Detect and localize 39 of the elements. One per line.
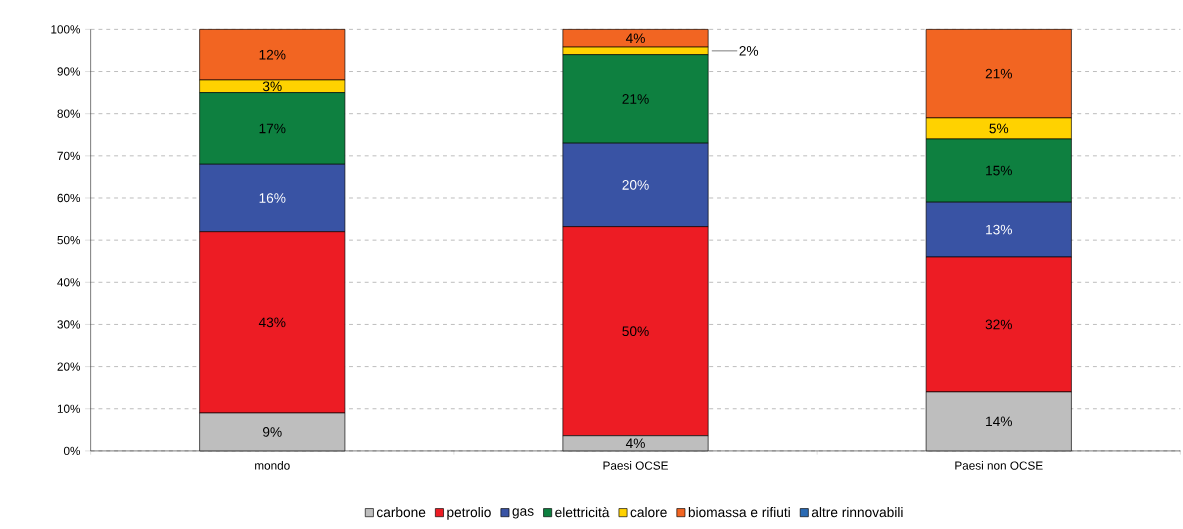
legend-label: biomassa e rifiuti — [688, 506, 790, 518]
x-tick-label: Paesi OCSE — [603, 460, 668, 470]
y-tick-label: 0% — [63, 446, 81, 455]
legend-label: altre rinnovabili — [811, 506, 903, 518]
legend-label: carbone — [376, 506, 426, 518]
data-label: 50% — [622, 326, 649, 336]
data-label: 20% — [622, 179, 649, 190]
data-label: 4% — [625, 33, 645, 43]
legend-label: petrolio — [447, 506, 491, 520]
data-label: 21% — [985, 68, 1012, 79]
legend-label: elettricità — [555, 506, 610, 518]
data-label: 43% — [258, 317, 286, 328]
data-label: 5% — [989, 123, 1009, 134]
data-label: 9% — [263, 426, 282, 437]
data-label: 14% — [986, 416, 1012, 427]
data-label: 32% — [985, 319, 1012, 330]
x-tick-label: Paesi non OCSE — [955, 460, 1043, 470]
data-label: 15% — [986, 165, 1012, 176]
y-tick-label: 10% — [57, 404, 81, 413]
y-tick-label: 20% — [57, 362, 81, 371]
y-tick-label: 60% — [57, 193, 81, 203]
data-label: 4% — [625, 438, 645, 449]
data-label: 13% — [986, 224, 1012, 235]
y-tick-label: 30% — [57, 320, 81, 329]
y-tick-label: 80% — [57, 109, 81, 118]
data-label: 3% — [262, 81, 282, 92]
legend-label: gas — [512, 508, 534, 519]
data-label: 12% — [259, 49, 286, 60]
y-tick-label: 40% — [57, 278, 81, 287]
legend-label: calore — [630, 506, 667, 518]
y-tick-label: 70% — [57, 151, 81, 160]
y-tick-label: 50% — [57, 235, 81, 245]
y-tick-label: 100% — [51, 25, 81, 34]
x-tick-label: mondo — [255, 460, 290, 470]
data-label: 2% — [739, 45, 759, 56]
data-label: 21% — [622, 94, 649, 104]
data-label: 16% — [259, 193, 286, 203]
y-tick-label: 90% — [57, 67, 81, 76]
data-label: 17% — [259, 123, 286, 134]
